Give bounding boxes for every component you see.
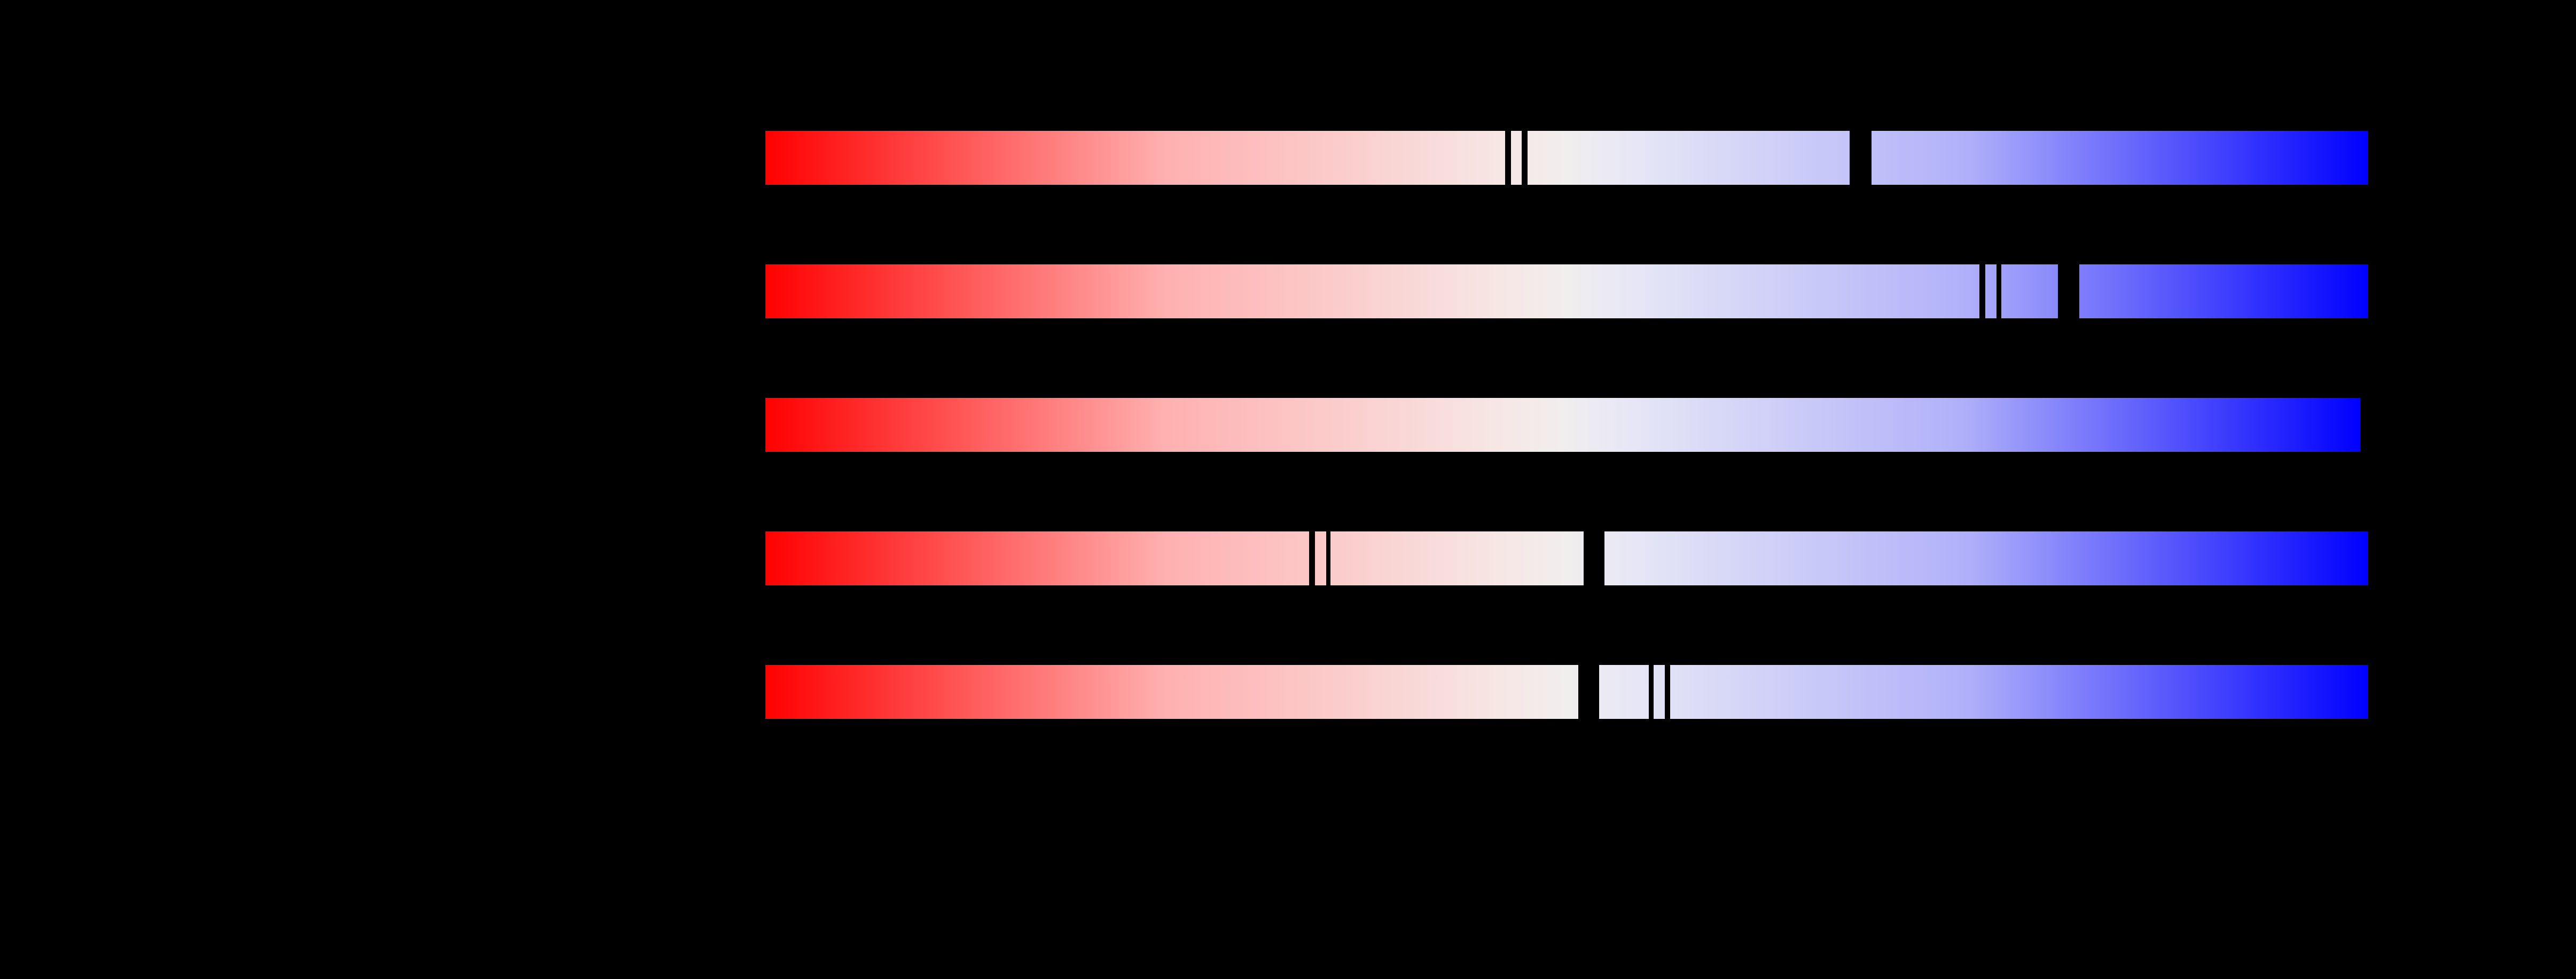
thin-tick-mark: [1979, 264, 1985, 319]
gradient-interval-bar-row-3: [765, 398, 2360, 452]
thin-tick-mark: [1505, 130, 1511, 185]
wide-gap-mark: [2058, 264, 2079, 319]
thin-tick-mark: [1309, 531, 1315, 586]
wide-gap-mark: [1584, 531, 1604, 586]
thin-tick-mark: [1996, 264, 2001, 319]
gradient-interval-bar-row-2: [765, 264, 2368, 319]
gradient-interval-bar-row-4: [765, 531, 2368, 586]
thin-tick-mark: [1649, 664, 1654, 719]
gradient-interval-bar-row-5: [765, 664, 2368, 719]
wide-gap-mark: [1578, 664, 1599, 719]
wide-gap-mark: [1850, 130, 1872, 185]
thin-tick-mark: [1326, 531, 1330, 586]
thin-tick-mark: [1522, 130, 1528, 185]
thin-tick-mark: [1665, 664, 1670, 719]
gradient-interval-bar-row-1: [765, 130, 2368, 185]
